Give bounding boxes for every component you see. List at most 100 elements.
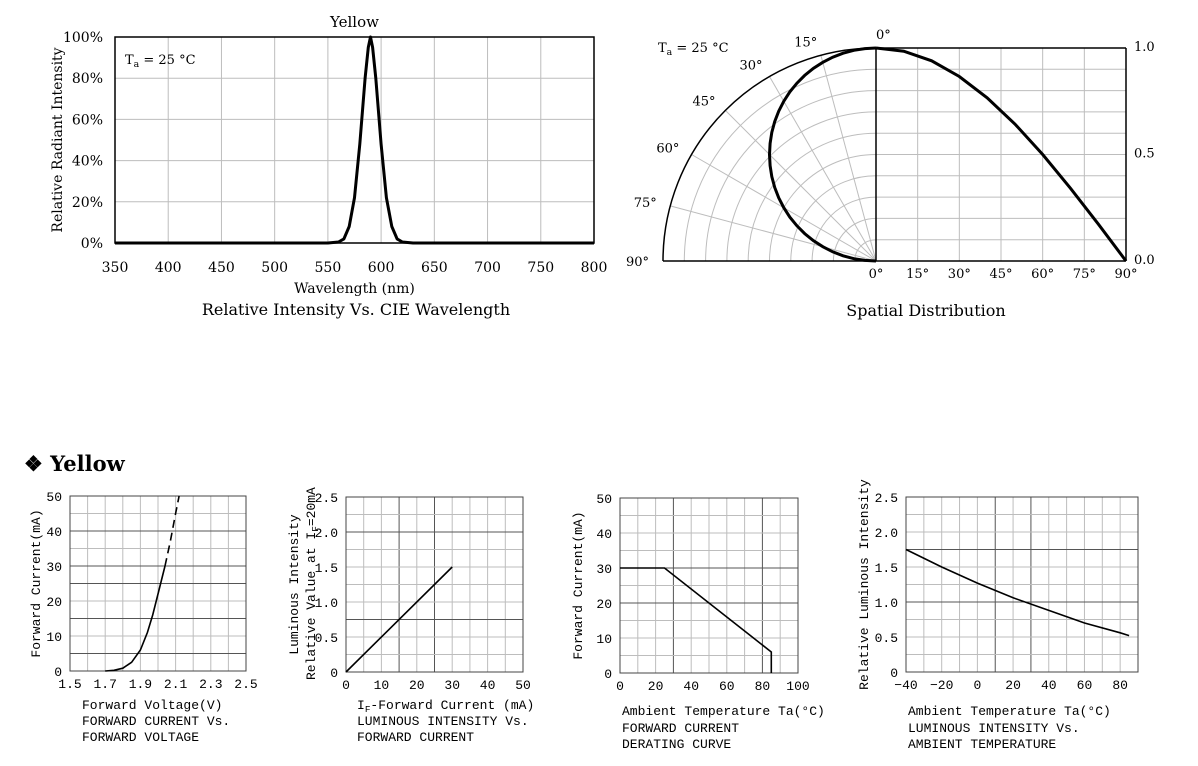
- iv-xtick: 2.5: [234, 677, 257, 692]
- iv-ytick: 10: [46, 630, 62, 645]
- derating-ytick: 50: [596, 492, 612, 507]
- bullet-icon: ❖: [24, 451, 43, 476]
- spectrum-ytick: 40%: [72, 154, 103, 170]
- lum-current-ylabel-2: Relative Value at IF=20mA: [304, 487, 321, 680]
- spatial-xtick: 0°: [869, 267, 884, 282]
- lum_temp-xtick: 0: [973, 678, 981, 693]
- lum_temp-ytick: 2.0: [875, 526, 898, 541]
- derating-xtick: 60: [719, 679, 735, 694]
- spatial-radial-line: [725, 110, 877, 262]
- lum_current-ytick: 1.0: [315, 596, 338, 611]
- lum-temp-xlabel: Ambient Temperature Ta(°C): [908, 704, 1111, 719]
- iv-xtick: 2.1: [164, 677, 188, 692]
- lum_current-frame: [345, 496, 524, 673]
- lum-current-caption-line: FORWARD CURRENT: [357, 730, 474, 745]
- iv-ytick: 20: [46, 595, 62, 610]
- spectrum-ytick: 20%: [72, 195, 103, 211]
- spatial-chart: 0° 15° 30° 45° 60° 75° 90° 0° 15° 30° 45° 60° 75° 90°…: [626, 28, 1155, 320]
- spectrum-frame: [114, 36, 595, 244]
- lum_temp-ytick: 0.5: [875, 631, 898, 646]
- iv-xtick: 1.5: [58, 677, 81, 692]
- spectrum-ytick: 60%: [72, 112, 103, 128]
- lum_current-ytick: 1.5: [315, 561, 338, 576]
- lum_current-xtick: 0: [342, 678, 350, 693]
- lum_temp-ytick: 0: [890, 666, 898, 681]
- spectrum-ylabel: Relative Radiant Intensity: [50, 47, 66, 232]
- iv-curve-dashed: [164, 495, 180, 567]
- lum-temp-curve: [905, 548, 1130, 637]
- derating-caption-line: DERATING CURVE: [622, 737, 731, 752]
- iv-ytick: 30: [46, 560, 62, 575]
- spectrum-xtick: 450: [208, 260, 235, 276]
- spectrum-xtick: 550: [315, 260, 342, 276]
- lum_current-ytick: 2.5: [315, 491, 338, 506]
- derating-xtick: 0: [616, 679, 624, 694]
- lum_temp-xtick: 80: [1112, 678, 1128, 693]
- derating-ylabel: Forward Current(mA): [571, 511, 586, 659]
- spatial-caption: Spatial Distribution: [846, 301, 1005, 320]
- spatial-angle-label: 0°: [876, 28, 891, 43]
- spatial-xtick: 75°: [1073, 267, 1096, 282]
- spatial-xtick: 15°: [906, 267, 929, 282]
- spatial-radial-line: [769, 76, 877, 262]
- derating-ytick: 10: [596, 632, 612, 647]
- lum_temp-ytick: 1.0: [875, 596, 898, 611]
- spectrum-ytick: 80%: [72, 71, 103, 87]
- derating-xtick: 100: [786, 679, 809, 694]
- section-heading-text: Yellow: [50, 451, 125, 476]
- iv-xtick: 1.9: [129, 677, 152, 692]
- spectrum-xtick: 500: [261, 260, 288, 276]
- spectrum-xtick: 750: [527, 260, 554, 276]
- lum_temp-xtick: 60: [1077, 678, 1093, 693]
- derating-chart: 0 20 40 60 80 100 0 10 20 30 40 50 Forward Current(m…: [571, 492, 825, 752]
- spectrum-xtick: 600: [368, 260, 395, 276]
- spectrum-xtick: 350: [102, 260, 129, 276]
- spectrum-xtick: 800: [581, 260, 608, 276]
- derating-caption-line: FORWARD CURRENT: [622, 721, 739, 736]
- lum-current-ylabel-1: Luminous Intensity: [287, 514, 302, 655]
- iv-frame: [69, 495, 247, 672]
- spatial-angle-label: 45°: [692, 94, 715, 109]
- lum_temp-xtick: 40: [1041, 678, 1057, 693]
- spectrum-curve: [115, 35, 594, 245]
- lum_temp-ytick: 1.5: [875, 561, 898, 576]
- iv-caption-line: FORWARD CURRENT Vs.: [82, 714, 230, 729]
- spatial-xtick: 60°: [1031, 267, 1054, 282]
- spatial-annotation: Ta = 25 °C: [658, 41, 729, 58]
- iv-caption-line: FORWARD VOLTAGE: [82, 730, 199, 745]
- spectrum-caption: Relative Intensity Vs. CIE Wavelength: [202, 300, 510, 319]
- iv-ytick: 50: [46, 490, 62, 505]
- spatial-angle-label: 60°: [656, 142, 679, 157]
- spatial-polar-curve: [767, 46, 877, 263]
- lum_temp-frame: [905, 496, 1139, 673]
- lum_current-xtick: 40: [480, 678, 496, 693]
- lum_temp-chart: −40 −20 0 20 40 60 80 0 0.5 1.0 1.5 2.0 2.5Relative …: [857, 479, 1139, 752]
- iv-ytick: 40: [46, 525, 62, 540]
- lum-temp-caption-line: AMBIENT TEMPERATURE: [908, 737, 1056, 752]
- iv-xtick: 1.7: [93, 677, 116, 692]
- spectrum-ytick: 0%: [81, 236, 103, 252]
- derating-xtick: 20: [648, 679, 664, 694]
- iv-ylabel: Forward Current(mA): [29, 509, 44, 657]
- derating-xtick: 40: [683, 679, 699, 694]
- lum-current-line: [345, 566, 453, 673]
- spectrum-title: Yellow: [329, 13, 379, 31]
- spatial-outer-arc: [662, 47, 877, 262]
- spectrum-annotation: Ta = 25 °C: [125, 53, 196, 70]
- derating-ytick: 40: [596, 527, 612, 542]
- derating-ytick: 0: [604, 667, 612, 682]
- spectrum-xlabel: Wavelength (nm): [294, 281, 415, 297]
- derating-xlabel: Ambient Temperature Ta(°C): [622, 704, 825, 719]
- lum-current-xlabel: IF-Forward Current (mA): [357, 698, 534, 715]
- iv-curve-solid: [105, 565, 166, 672]
- spectrum-ytick: 100%: [63, 30, 103, 46]
- spatial-ytick: 0.0: [1134, 253, 1155, 268]
- spectrum-xtick: 700: [474, 260, 501, 276]
- lum_temp-xtick: 20: [1005, 678, 1021, 693]
- spatial-cartesian-curve: [875, 46, 1128, 262]
- spatial-radial-line: [670, 205, 877, 262]
- lum_current-ytick: 2.0: [315, 526, 338, 541]
- derating-ytick: 30: [596, 562, 612, 577]
- lum_current-ytick: 0: [330, 666, 338, 681]
